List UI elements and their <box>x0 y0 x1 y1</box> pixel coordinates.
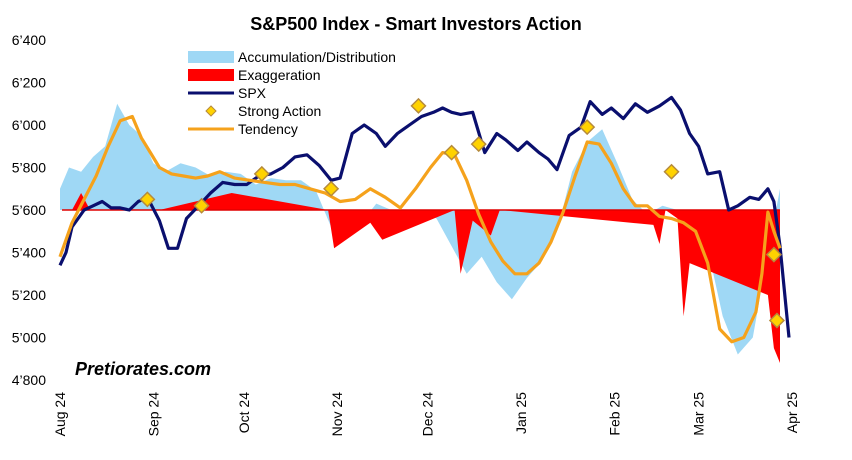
strong-action-marker <box>768 312 785 329</box>
y-axis-ticks: 6’400 6’200 6’000 5’800 5’600 5’400 5’200 5’000… <box>12 32 46 388</box>
legend-label-exaggeration: Exaggeration <box>238 67 321 83</box>
plot-area <box>58 95 791 363</box>
y-tick-label: 5’800 <box>12 160 46 176</box>
strong-action-marker <box>663 163 680 180</box>
x-tick-label: Aug 24 <box>52 392 68 437</box>
strong-action-markers <box>139 97 785 329</box>
x-tick-label: Dec 24 <box>420 392 436 437</box>
watermark: Pretiorates.com <box>75 359 211 379</box>
y-tick-label: 6’200 <box>12 75 46 91</box>
y-tick-label: 5’400 <box>12 245 46 261</box>
strong-action-marker <box>139 191 156 208</box>
x-tick-label: Jan 25 <box>513 392 529 434</box>
x-tick-label: Apr 25 <box>784 392 800 433</box>
x-tick-label: Oct 24 <box>236 392 252 433</box>
strong-action-marker <box>253 165 270 182</box>
y-tick-label: 6’000 <box>12 117 46 133</box>
y-tick-label: 5’600 <box>12 202 46 218</box>
tendency-line <box>58 114 782 344</box>
x-tick-label: Nov 24 <box>329 392 345 437</box>
strong-action-marker <box>579 119 596 136</box>
y-tick-label: 4’800 <box>12 372 46 388</box>
chart-title: S&P500 Index - Smart Investors Action <box>250 14 581 34</box>
legend-label-tendency: Tendency <box>238 121 298 137</box>
strong-action-marker <box>323 180 340 197</box>
y-tick-label: 5’000 <box>12 330 46 346</box>
legend-swatch-exaggeration <box>188 69 234 81</box>
accumulation-distribution-band <box>60 103 780 355</box>
x-axis-ticks: Aug 24 Sep 24 Oct 24 Nov 24 Dec 24 Jan 25 Feb … <box>52 392 800 437</box>
strong-action-marker <box>443 144 460 161</box>
legend: Accumulation/Distribution Exaggeration S… <box>188 49 396 137</box>
legend-label-strong-action: Strong Action <box>238 103 321 119</box>
strong-action-marker <box>410 97 427 114</box>
legend-label-accumulation: Accumulation/Distribution <box>238 49 396 65</box>
y-tick-label: 5’200 <box>12 287 46 303</box>
strong-action-marker <box>193 197 210 214</box>
legend-swatch-accumulation <box>188 51 234 63</box>
legend-swatch-strong-action <box>205 105 217 117</box>
strong-action-marker <box>765 246 782 263</box>
x-tick-label: Feb 25 <box>606 392 622 436</box>
spx-line <box>58 95 791 338</box>
x-tick-label: Mar 25 <box>691 392 707 436</box>
x-tick-label: Sep 24 <box>145 392 161 437</box>
legend-label-spx: SPX <box>238 85 267 101</box>
strong-action-marker <box>470 136 487 153</box>
y-tick-label: 6’400 <box>12 32 46 48</box>
